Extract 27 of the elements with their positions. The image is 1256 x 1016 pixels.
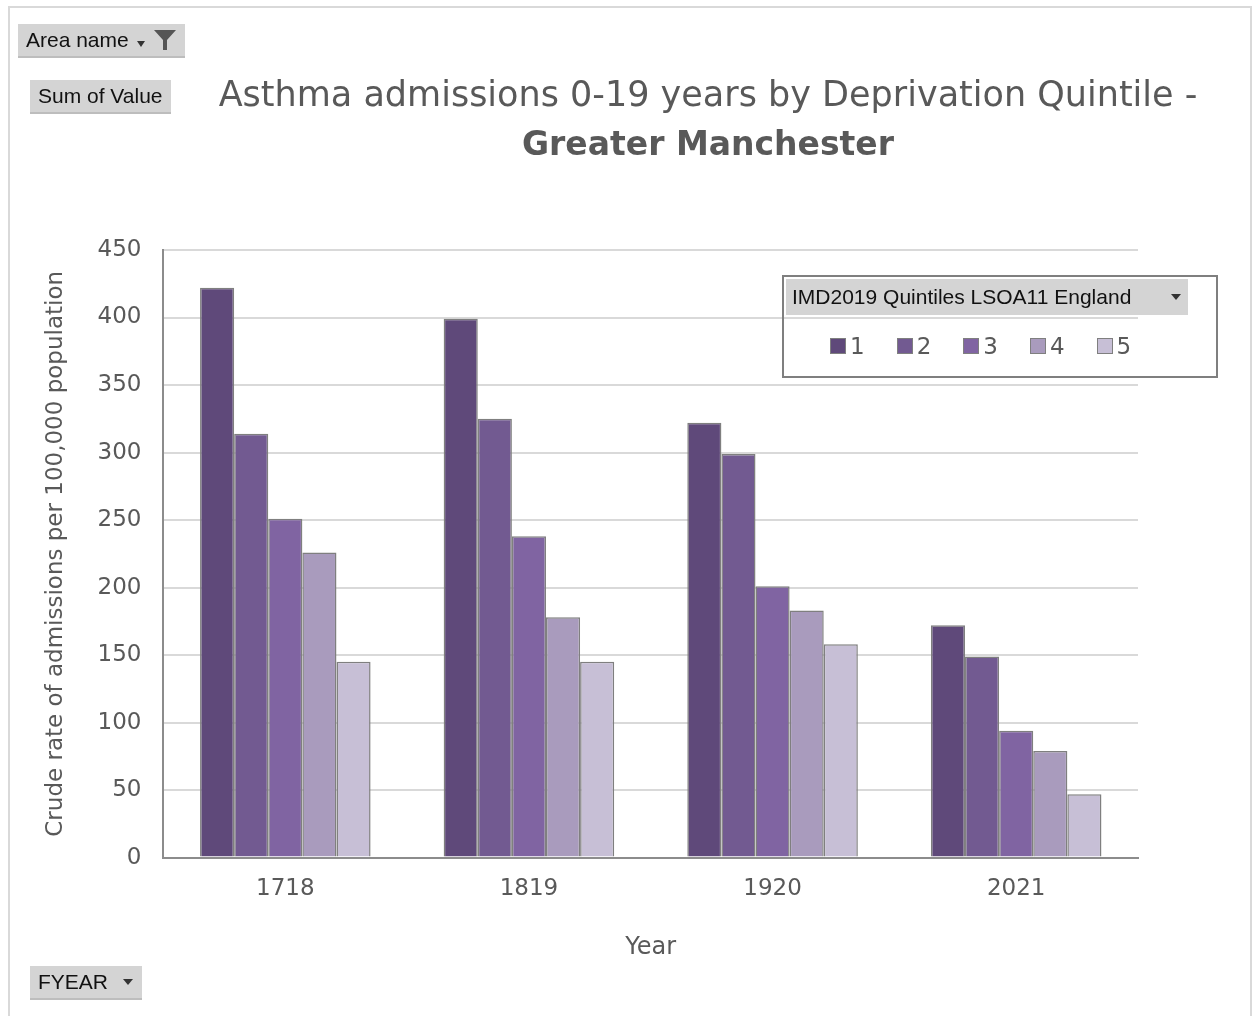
y-axis-title: Crude rate of admissions per 100,000 population: [40, 270, 67, 837]
x-tick-label: 1920: [743, 874, 802, 901]
text: FYEAR: [38, 970, 109, 994]
x-axis-title: Year: [624, 931, 677, 960]
legend-label: 5: [1116, 333, 1132, 359]
y-tick-label: 350: [97, 369, 142, 396]
x-tick-label: 2021: [986, 874, 1046, 901]
legend-title: IMD2019 Quintiles LSOA11 England: [792, 285, 1132, 309]
text: Sum of Value: [38, 84, 163, 108]
x-tick-label: 1718: [256, 874, 315, 901]
chart-title: Asthma admissions 0-19 years by Deprivation Quintile -: [218, 74, 1198, 114]
legend-label: 4: [1049, 333, 1065, 359]
text: Area name: [26, 28, 129, 52]
y-tick-label: 250: [97, 505, 142, 532]
legend-label: 3: [983, 333, 998, 359]
y-tick-label: 0: [126, 842, 142, 869]
y-tick-label: 450: [97, 234, 142, 261]
y-tick-label: 400: [97, 302, 142, 329]
y-tick-label: 300: [97, 437, 142, 464]
y-tick-label: 100: [97, 707, 142, 734]
legend-label: 1: [850, 333, 865, 359]
chart-subtitle: Greater Manchester: [520, 124, 895, 163]
y-tick-label: 200: [97, 572, 142, 599]
y-tick-label: 50: [112, 775, 142, 802]
x-tick-label: 1819: [499, 874, 559, 901]
y-tick-label: 150: [97, 640, 142, 667]
legend-label: 2: [916, 333, 932, 359]
